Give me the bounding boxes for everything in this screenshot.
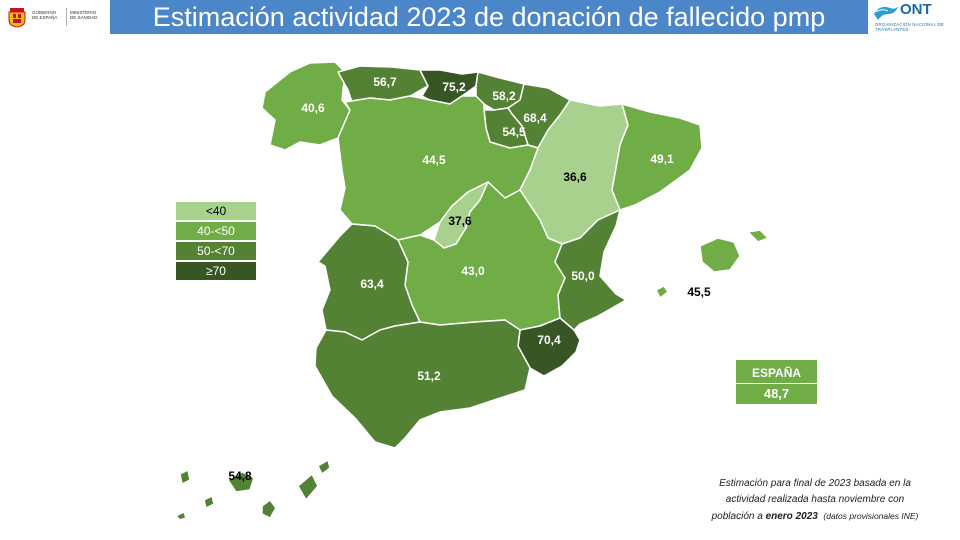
label-asturias: 56,7 — [373, 75, 397, 89]
gov-logo-separator — [66, 8, 67, 26]
spain-donation-map: 40,6 56,7 75,2 58,2 68,4 54,5 44,5 36,6 … — [175, 61, 769, 521]
government-logo: GOBIERNO DE ESPAÑA MINISTERIO DE SANIDAD — [0, 0, 110, 34]
label-c-valenciana: 50,0 — [571, 269, 595, 283]
legend-item-40-50: 40-<50 — [176, 222, 256, 240]
region-baleares-menorca[interactable] — [747, 229, 769, 243]
ont-name: ONT — [900, 1, 932, 18]
region-canarias-gran-canaria[interactable] — [261, 499, 277, 519]
region-canarias-fuerteventura[interactable] — [297, 473, 319, 501]
region-andalucia[interactable] — [314, 319, 531, 449]
gov-logo-line1: GOBIERNO DE ESPAÑA — [32, 10, 58, 20]
ont-logo: ONT ORGANIZACIÓN NACIONAL DE TRASPLANTES — [870, 0, 960, 34]
label-navarra: 68,4 — [523, 111, 547, 125]
region-canarias-tenerife[interactable] — [227, 471, 255, 493]
region-c-valenciana[interactable] — [554, 209, 627, 331]
label-baleares: 45,5 — [687, 285, 711, 299]
footnote-line3: población a enero 2023 (datos provisiona… — [680, 508, 950, 525]
legend-item-below-40: <40 — [176, 202, 256, 220]
region-cataluna[interactable] — [611, 103, 703, 211]
region-value-labels: 40,6 56,7 75,2 58,2 68,4 54,5 44,5 36,6 … — [228, 75, 711, 483]
spain-total-label: ESPAÑA — [751, 366, 802, 380]
label-murcia: 70,4 — [537, 333, 561, 347]
legend-item-50-70: 50-<70 — [176, 242, 256, 260]
header: GOBIERNO DE ESPAÑA MINISTERIO DE SANIDAD… — [0, 0, 960, 36]
spain-total-box: ESPAÑA 48,7 — [736, 360, 817, 404]
footnote-line2: actividad realizada hasta noviembre con — [725, 494, 905, 505]
region-canarias-la-gomera[interactable] — [203, 495, 215, 509]
label-castilla-leon: 44,5 — [422, 153, 446, 167]
label-galicia: 40,6 — [301, 101, 325, 115]
label-pais-vasco: 58,2 — [492, 89, 516, 103]
region-baleares-ibiza[interactable] — [655, 285, 669, 299]
label-extremadura: 63,4 — [360, 277, 384, 291]
gov-logo-line2: MINISTERIO DE SANIDAD — [70, 10, 98, 20]
label-canarias: 54,8 — [228, 469, 252, 483]
spain-total-value: 48,7 — [763, 386, 790, 401]
footnote-line1: Estimación para final de 2023 basada en … — [719, 478, 911, 489]
page-title: Estimación actividad 2023 de donación de… — [110, 0, 868, 34]
region-canarias-el-hierro[interactable] — [175, 511, 187, 521]
label-cantabria: 75,2 — [442, 80, 466, 94]
label-andalucia: 51,2 — [417, 369, 441, 383]
coat-of-arms-icon — [8, 8, 26, 28]
label-cataluna: 49,1 — [650, 152, 674, 166]
legend-item-70-plus: ≥70 — [176, 262, 256, 280]
footnote-prefix: población a — [711, 511, 766, 522]
ont-bird-icon — [874, 6, 898, 20]
label-aragon: 36,6 — [563, 170, 587, 184]
spain-total-separator — [736, 383, 817, 384]
region-canarias-la-palma[interactable] — [179, 469, 191, 485]
region-baleares-mallorca[interactable] — [699, 237, 741, 273]
footnote: Estimación para final de 2023 basada en … — [680, 476, 950, 525]
ont-subtitle: ORGANIZACIÓN NACIONAL DE TRASPLANTES — [875, 22, 944, 32]
label-castilla-la-mancha: 43,0 — [461, 264, 485, 278]
label-madrid: 37,6 — [448, 214, 472, 228]
region-canarias-lanzarote[interactable] — [317, 459, 331, 475]
footnote-date: enero 2023 — [765, 511, 818, 522]
footnote-source: (datos provisionales INE) — [823, 511, 919, 521]
label-la-rioja: 54,5 — [502, 125, 526, 139]
regions-group — [175, 61, 769, 521]
